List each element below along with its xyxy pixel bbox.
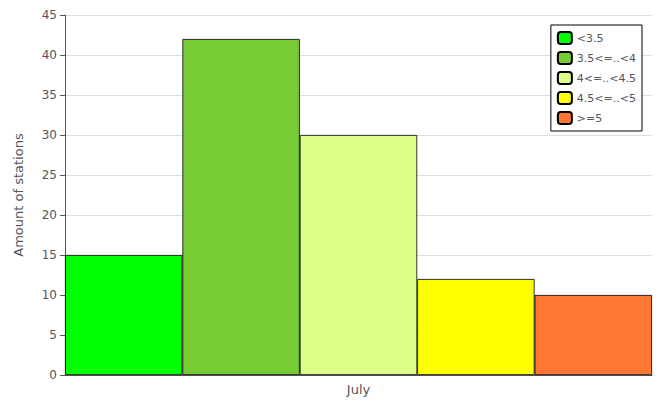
svg-text:40: 40 bbox=[42, 48, 57, 62]
svg-text:25: 25 bbox=[42, 168, 57, 182]
svg-text:15: 15 bbox=[42, 248, 57, 262]
svg-text:10: 10 bbox=[42, 288, 57, 302]
svg-text:Amount of stations: Amount of stations bbox=[11, 133, 26, 257]
svg-text:35: 35 bbox=[42, 88, 57, 102]
svg-text:>=5: >=5 bbox=[577, 112, 602, 125]
svg-text:July: July bbox=[346, 382, 371, 397]
svg-text:30: 30 bbox=[42, 128, 57, 142]
svg-text:<3.5: <3.5 bbox=[577, 32, 604, 45]
svg-text:3.5<=..<4: 3.5<=..<4 bbox=[577, 52, 636, 65]
svg-text:4<=..<4.5: 4<=..<4.5 bbox=[577, 72, 636, 85]
svg-text:4.5<=..<5: 4.5<=..<5 bbox=[577, 92, 636, 105]
svg-text:5: 5 bbox=[49, 328, 57, 342]
svg-text:20: 20 bbox=[42, 208, 57, 222]
svg-text:0: 0 bbox=[49, 368, 57, 382]
svg-text:45: 45 bbox=[42, 8, 57, 22]
